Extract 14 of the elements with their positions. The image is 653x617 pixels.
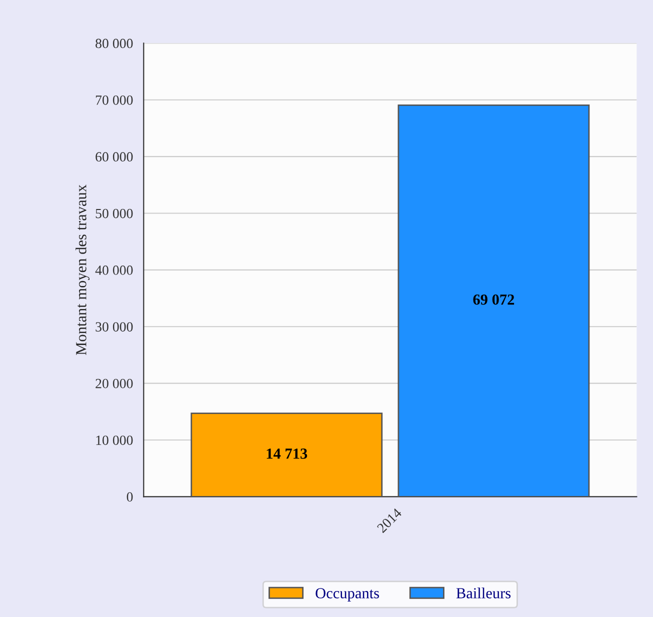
y-tick-label: 70 000 [96, 95, 133, 105]
data-label: 69 072 [473, 294, 514, 305]
y-tick-label: 50 000 [96, 208, 133, 218]
y-tick-label: 60 000 [96, 152, 133, 162]
legend-label: Bailleurs [456, 588, 511, 598]
y-tick-label: 0 [126, 492, 133, 502]
y-tick-label: 40 000 [95, 266, 133, 275]
y-tick-label: 20 000 [96, 378, 133, 388]
y-tick-label: 30 000 [96, 322, 133, 332]
y-axis-title: Montant moyen des travaux [76, 184, 90, 355]
legend-label: Occupants [316, 588, 379, 602]
y-tick-label: 80 000 [96, 38, 133, 48]
y-tick-label: 10 000 [96, 436, 133, 445]
data-label: 14 713 [266, 448, 308, 459]
